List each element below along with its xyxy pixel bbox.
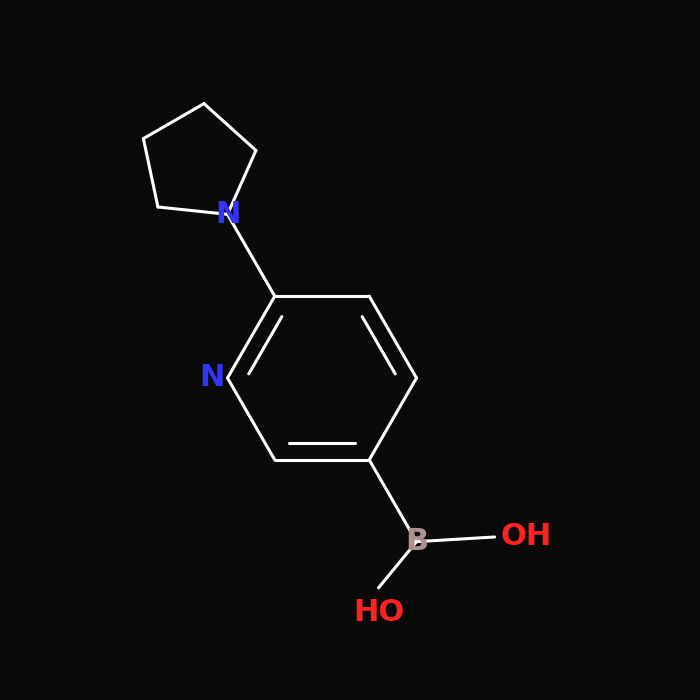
Text: N: N bbox=[199, 363, 225, 393]
Text: B: B bbox=[405, 527, 428, 556]
Text: HO: HO bbox=[353, 598, 404, 627]
Text: N: N bbox=[215, 199, 240, 229]
Text: OH: OH bbox=[500, 522, 552, 552]
